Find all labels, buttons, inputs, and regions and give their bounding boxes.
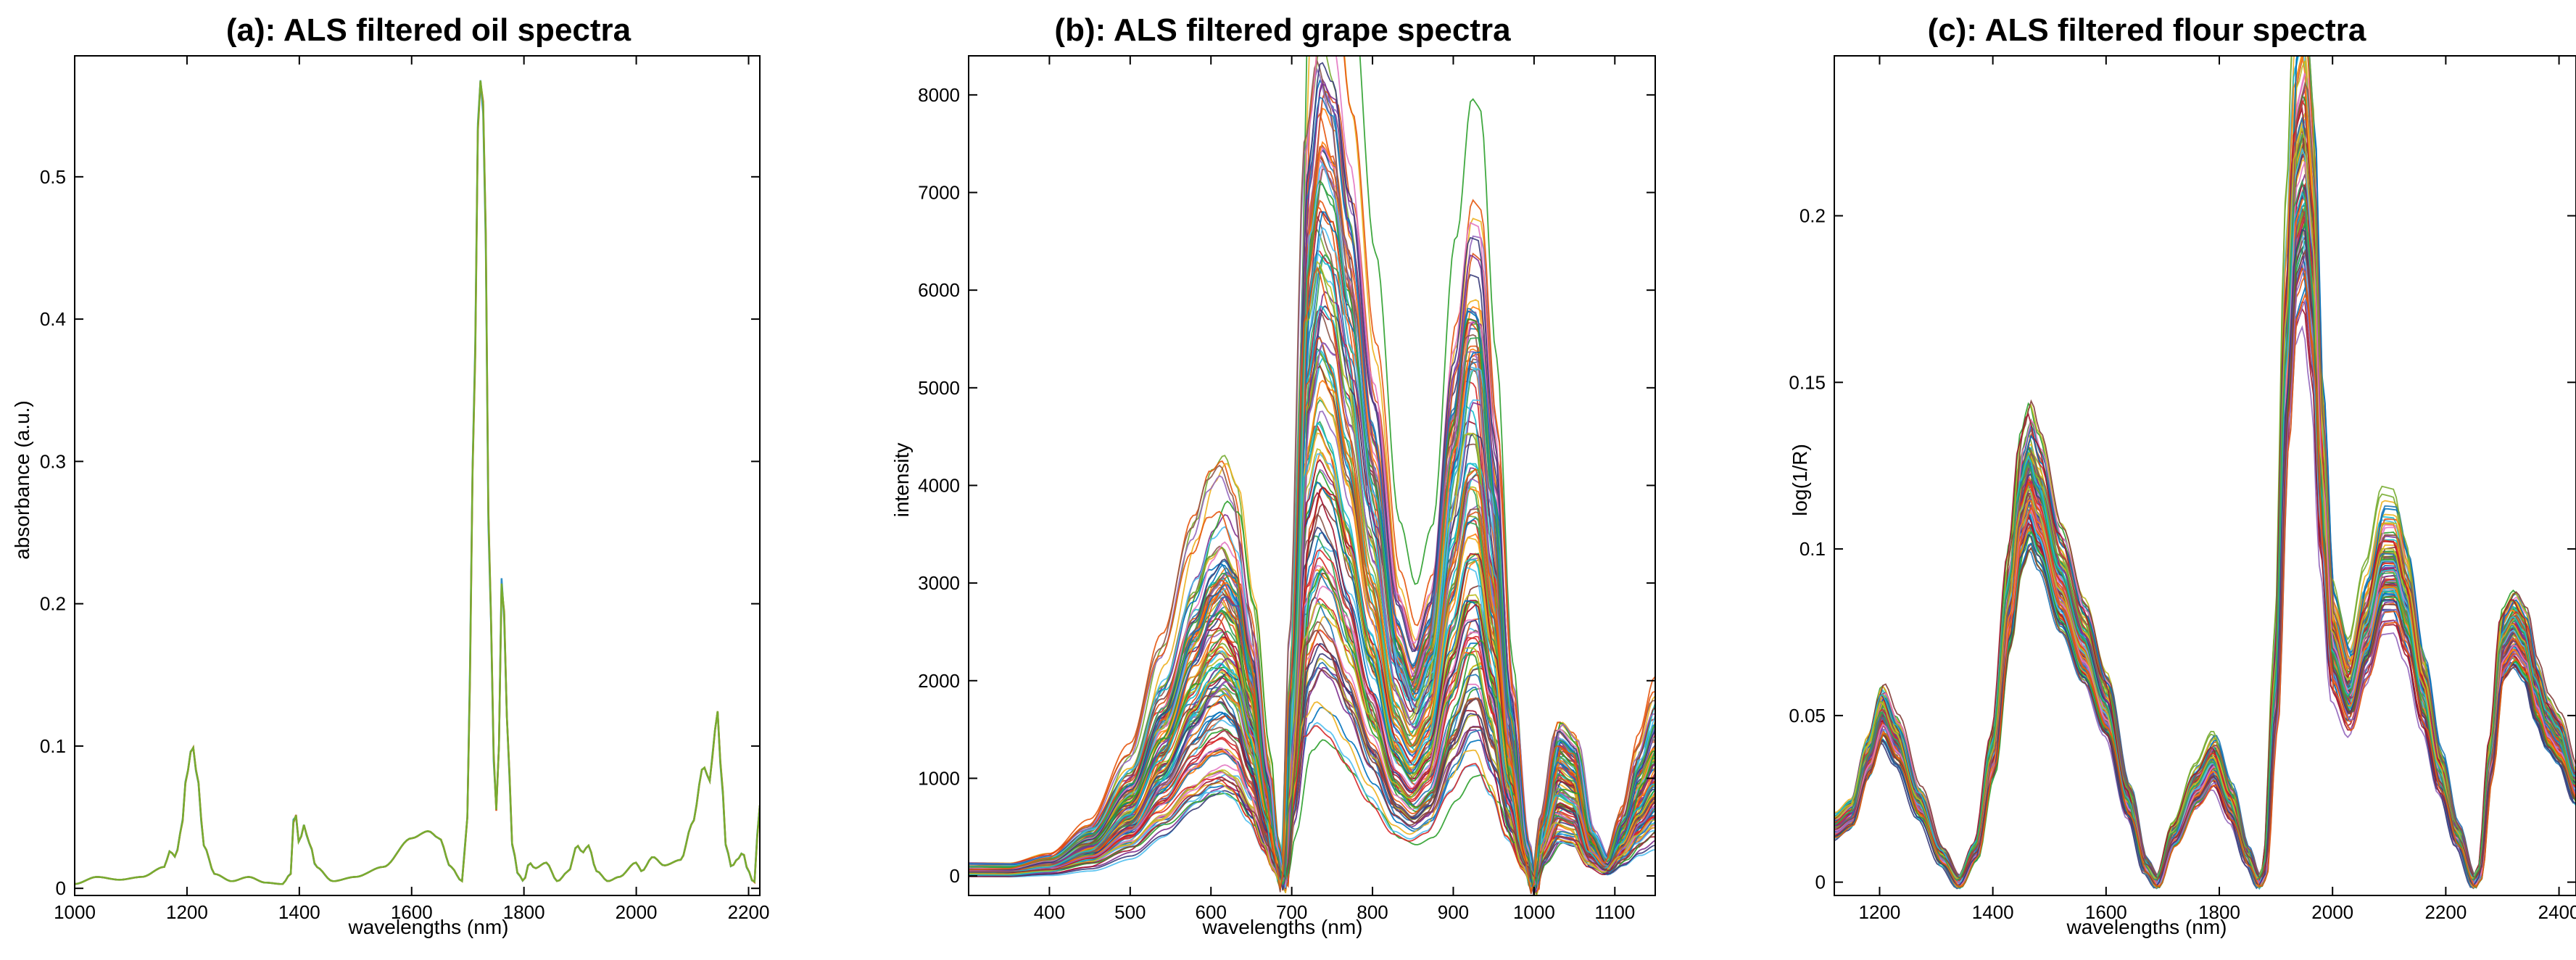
panel-b-y-tick-label: 0 (950, 865, 960, 887)
panel-c-y-axis-label: log(1/R) (1789, 444, 1811, 516)
panel-c-x-axis-label: wavelengths (nm) (2066, 916, 2227, 938)
panel-b-x-tick-label: 900 (1438, 901, 1469, 923)
panel-c-y-tick-label: 0 (1815, 872, 1826, 893)
panel-c-y-tick-label: 0.2 (1800, 205, 1826, 227)
panel-b-x-tick-label: 500 (1114, 901, 1146, 923)
panel-a-y-tick-label: 0.1 (40, 735, 66, 757)
panel-c-x-tick-label: 2400 (2538, 901, 2576, 923)
panel-c-x-tick-label: 2000 (2311, 901, 2353, 923)
panel-b-y-tick-label: 7000 (918, 182, 960, 204)
panel-c-spectrum-line (1834, 198, 2576, 889)
panel-c-y-tick-label: 0.05 (1789, 705, 1826, 727)
panel-a-x-tick-label: 1600 (391, 901, 433, 923)
panel-b-y-tick-label: 3000 (918, 572, 960, 594)
panel-c-series (1834, 56, 2576, 890)
panel-a-x-tick-label: 1000 (54, 901, 96, 923)
panel-a-y-tick-label: 0.2 (40, 593, 66, 615)
panel-c-x-tick-label: 1800 (2198, 901, 2240, 923)
panel-b-y-axis-label: intensity (890, 443, 913, 518)
panel-b-y-tick-label: 2000 (918, 670, 960, 692)
panel-a-spectrum-line (75, 80, 760, 885)
panel-b-x-ticks: 400 500 600 700 800 900 1000 1100 (1034, 56, 1635, 923)
panel-c-spectrum-line (1834, 56, 2576, 879)
panel-flour-spectra: (c): ALS filtered flour spectra 1200 1400… (1789, 12, 2576, 938)
panel-b-spectrum-line (969, 183, 1655, 893)
panel-c-x-tick-label: 2200 (2424, 901, 2467, 923)
panel-a-title: (a): ALS filtered oil spectra (226, 12, 631, 48)
panel-b-x-tick-label: 700 (1276, 901, 1307, 923)
panel-a-spectrum-line (75, 80, 760, 885)
panel-b-x-tick-label: 800 (1357, 901, 1388, 923)
panel-b-spectrum-line (969, 421, 1655, 888)
panel-a-spectrum-line (75, 82, 760, 885)
panel-a-x-ticks: 1000 1200 1400 1600 1800 2000 2200 (54, 56, 769, 923)
panel-a-y-tick-label: 0 (56, 877, 66, 899)
panel-c-spectrum-line (1834, 128, 2576, 880)
panel-b-y-tick-label: 1000 (918, 767, 960, 789)
panel-c-spectrum-line (1834, 298, 2576, 885)
panel-b-y-ticks: 0 1000 2000 3000 4000 5000 6000 7000 8000 (918, 84, 1655, 887)
panel-b-x-tick-label: 400 (1034, 901, 1065, 923)
panel-b-y-tick-label: 5000 (918, 377, 960, 399)
panel-b-series (969, 56, 1655, 895)
panel-b-x-axis-label: wavelengths (nm) (1202, 916, 1363, 938)
panel-c-spectrum-line (1834, 56, 2576, 880)
panel-b-axes-box (968, 55, 1656, 896)
panel-c-y-tick-label: 0.1 (1800, 538, 1826, 560)
panel-c-x-tick-label: 1600 (2085, 901, 2127, 923)
panel-c-x-tick-label: 1200 (1859, 901, 1901, 923)
panel-c-y-ticks: 0 0.05 0.1 0.15 0.2 (1789, 205, 2576, 893)
panel-a-x-tick-label: 1800 (503, 901, 545, 923)
panel-b-y-tick-label: 6000 (918, 279, 960, 301)
panel-c-x-ticks: 1200 1400 1600 1800 2000 2200 2400 (1859, 56, 2576, 923)
panel-b-y-tick-label: 8000 (918, 84, 960, 106)
panel-c-spectrum-line (1834, 81, 2576, 880)
panel-b-x-tick-label: 1000 (1513, 901, 1555, 923)
panel-c-y-tick-label: 0.15 (1789, 371, 1826, 393)
panel-a-series (75, 80, 760, 885)
panel-a-y-ticks: 0 0.1 0.2 0.3 0.4 0.5 (40, 166, 760, 899)
panel-b-spectrum-line (969, 549, 1655, 880)
panel-a-x-tick-label: 1400 (278, 901, 320, 923)
panel-c-title: (c): ALS filtered flour spectra (1928, 12, 2366, 48)
panel-c-spectrum-line (1834, 147, 2576, 885)
panel-a-x-tick-label: 2200 (728, 901, 770, 923)
panel-a-x-tick-label: 1200 (166, 901, 208, 923)
panel-c-axes-box (1834, 55, 2576, 896)
panel-a-y-tick-label: 0.3 (40, 450, 66, 472)
panel-a-x-tick-label: 2000 (616, 901, 658, 923)
panel-b-spectrum-line (969, 59, 1655, 894)
panel-b-spectrum-line (969, 603, 1655, 886)
panel-c-spectrum-line (1834, 56, 2576, 884)
panel-a-y-axis-label: absorbance (a.u.) (11, 400, 33, 559)
panel-b-spectrum-line (969, 342, 1655, 888)
panel-a-x-axis-label: wavelengths (nm) (348, 916, 509, 938)
panel-b-y-tick-label: 4000 (918, 474, 960, 496)
panel-b-spectrum-line (969, 669, 1655, 880)
panel-c-spectrum-line (1834, 292, 2576, 888)
panel-c-x-tick-label: 1400 (1972, 901, 2014, 923)
panel-c-spectrum-line (1834, 325, 2576, 887)
panel-c-spectrum-line (1834, 249, 2576, 879)
panel-a-axes-box (74, 55, 761, 896)
panel-b-title: (b): ALS filtered grape spectra (1054, 12, 1511, 48)
panel-oil-spectra: (a): ALS filtered oil spectra 1000 1200 14… (11, 12, 769, 938)
panel-b-x-tick-label: 600 (1196, 901, 1227, 923)
panel-a-y-tick-label: 0.5 (40, 166, 66, 188)
panel-grape-spectra: (b): ALS filtered grape spectra 400 500 60… (890, 12, 1656, 938)
panel-b-spectrum-line (969, 265, 1655, 895)
panel-a-y-tick-label: 0.4 (40, 308, 66, 330)
panel-b-x-tick-label: 1100 (1594, 901, 1635, 923)
